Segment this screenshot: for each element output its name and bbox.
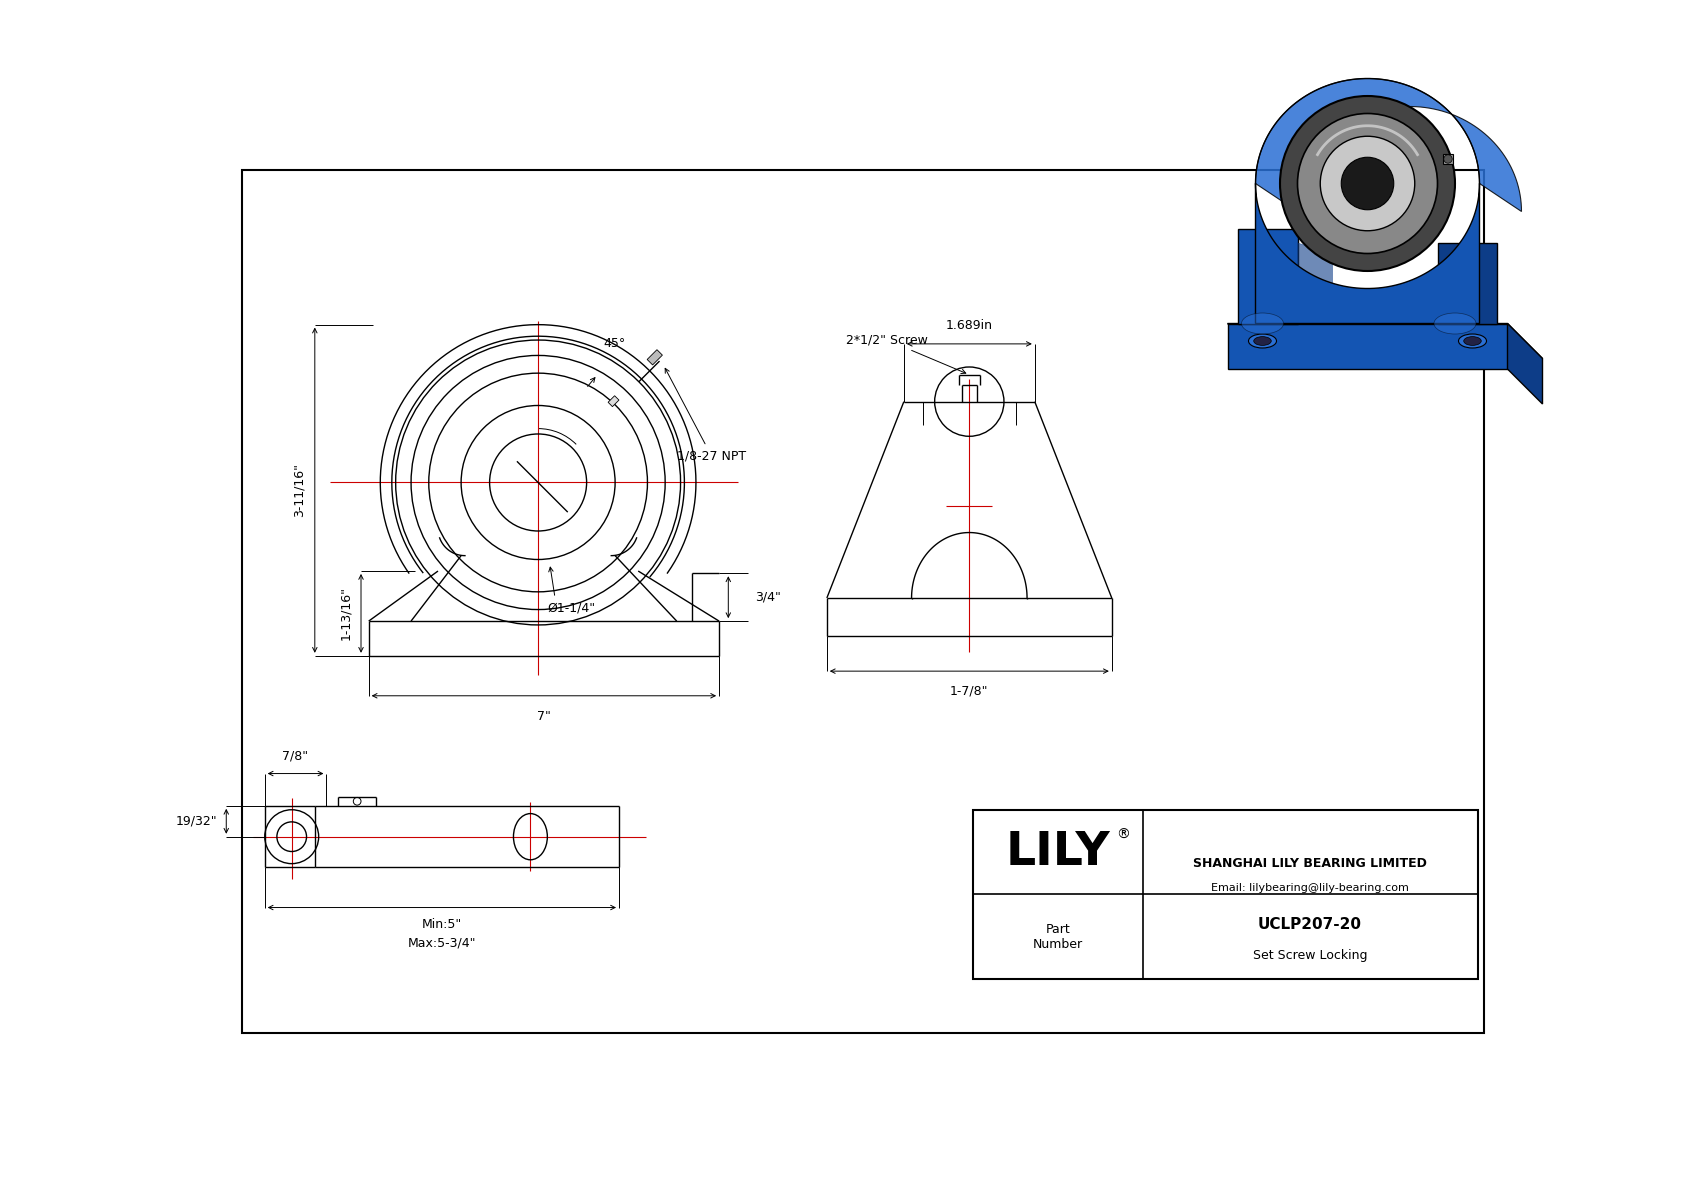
- Text: 1-7/8": 1-7/8": [950, 685, 989, 698]
- Polygon shape: [1228, 324, 1507, 369]
- Text: Ø1-1/4": Ø1-1/4": [547, 601, 596, 615]
- Text: ®: ®: [1116, 828, 1130, 842]
- Text: 3-11/16": 3-11/16": [293, 463, 305, 517]
- Circle shape: [1340, 157, 1394, 210]
- Ellipse shape: [1255, 337, 1271, 345]
- Text: SHANGHAI LILY BEARING LIMITED: SHANGHAI LILY BEARING LIMITED: [1192, 858, 1426, 871]
- Bar: [1443, 154, 1453, 164]
- Bar: [973, 810, 1477, 979]
- Ellipse shape: [1435, 313, 1475, 333]
- Text: UCLP207-20: UCLP207-20: [1258, 917, 1362, 933]
- Ellipse shape: [1248, 333, 1276, 348]
- Text: 1/8-27 NPT: 1/8-27 NPT: [665, 368, 746, 462]
- Text: 1-13/16": 1-13/16": [338, 586, 352, 641]
- Ellipse shape: [1463, 337, 1482, 345]
- Ellipse shape: [1241, 313, 1283, 333]
- Polygon shape: [1256, 79, 1522, 212]
- Text: 7": 7": [537, 710, 551, 723]
- Text: Max:5-3/4": Max:5-3/4": [408, 937, 477, 949]
- Polygon shape: [1256, 183, 1480, 324]
- Text: 1.689in: 1.689in: [946, 319, 994, 332]
- Text: Min:5": Min:5": [421, 918, 461, 931]
- Text: 3/4": 3/4": [754, 591, 781, 604]
- Circle shape: [1297, 113, 1438, 254]
- Text: Part
Number: Part Number: [1032, 923, 1083, 950]
- Text: 19/32": 19/32": [175, 815, 217, 828]
- Polygon shape: [1228, 324, 1543, 358]
- Circle shape: [1280, 96, 1455, 272]
- Text: 2*1/2" Screw: 2*1/2" Screw: [845, 333, 965, 374]
- Bar: [608, 395, 620, 406]
- Bar: [647, 350, 662, 364]
- Circle shape: [1320, 136, 1415, 231]
- Text: Set Screw Locking: Set Screw Locking: [1253, 949, 1367, 962]
- Text: Email: lilybearing@lily-bearing.com: Email: lilybearing@lily-bearing.com: [1211, 884, 1410, 893]
- Polygon shape: [1238, 229, 1297, 324]
- Polygon shape: [1297, 243, 1332, 324]
- Circle shape: [1443, 155, 1452, 163]
- Text: LILY: LILY: [1005, 830, 1110, 874]
- Text: 45°: 45°: [603, 337, 626, 350]
- Ellipse shape: [1458, 333, 1487, 348]
- Polygon shape: [1507, 324, 1543, 404]
- Polygon shape: [1438, 243, 1497, 324]
- Text: 7/8": 7/8": [283, 750, 308, 762]
